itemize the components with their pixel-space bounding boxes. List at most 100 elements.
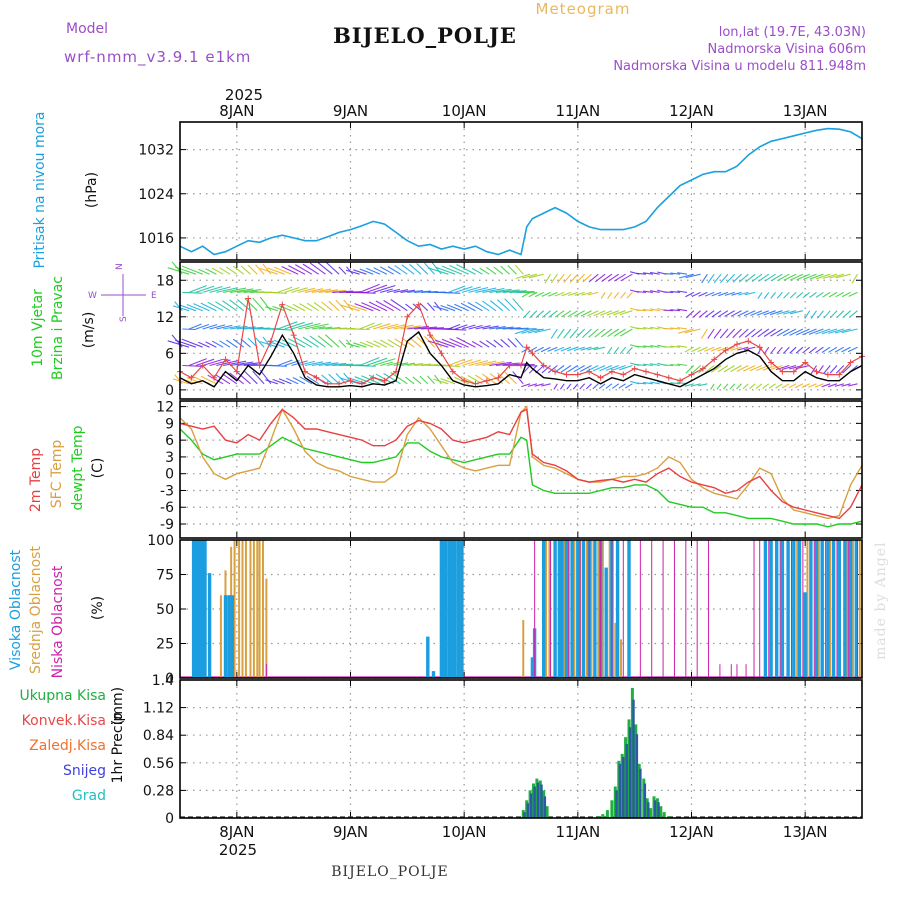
wind-arrow [193, 303, 210, 312]
wind-arrow [426, 302, 436, 312]
cloud-unit: (%) [90, 596, 106, 620]
wind-arrow [215, 301, 231, 312]
wind-arrow [701, 273, 708, 284]
cloud-ylabel-high: Visoka Oblacnost [8, 549, 24, 670]
wind-arrow [286, 377, 299, 385]
wind-arrow [607, 292, 613, 299]
wind-arrow [841, 291, 851, 298]
gust-marker [279, 301, 286, 308]
cloud-high-bar [848, 540, 853, 678]
gust-marker [563, 371, 570, 378]
panel-frame [179, 261, 863, 400]
lonlat-label: lon,lat (19.7E, 43.03N) [719, 25, 866, 40]
wind-arrow [593, 346, 606, 351]
wind-arrow [482, 300, 497, 312]
wind-arrow [726, 273, 736, 283]
wind-arrow [493, 266, 504, 275]
wind-arrow [281, 339, 299, 348]
wind-arrow [643, 381, 653, 385]
panel-frame [179, 539, 863, 679]
temp-ylabel-2m: 2m Temp [28, 448, 44, 512]
ytick-label: 1032 [138, 143, 174, 159]
wind-arrow [789, 273, 804, 281]
wind-arrow [379, 361, 393, 367]
wind-arrow [500, 338, 510, 348]
gust-marker [506, 362, 513, 369]
wind-arrow [730, 365, 742, 373]
wind-arrow [749, 383, 756, 390]
wind-arrow [325, 362, 347, 367]
wind-arrow [433, 305, 449, 312]
wind-arrow [685, 273, 701, 279]
wind-arrow [744, 291, 756, 296]
wind-arrow [619, 346, 627, 355]
cloud-high-bar [447, 540, 452, 678]
wind-arrow [405, 376, 415, 385]
precip-snow-bar [530, 793, 533, 818]
wind-arrow [479, 340, 490, 348]
bottom-day-label: 10JAN [442, 823, 487, 841]
wind-arrow [789, 310, 804, 315]
wind-arrow [359, 268, 374, 275]
wind-arrow [789, 328, 804, 336]
wind-arrow [229, 288, 254, 293]
wind-arrow [456, 337, 476, 348]
wind-arrow [182, 364, 203, 367]
wind-arrow [390, 372, 408, 385]
wind-arrow [368, 301, 388, 312]
precip-snow-bar [536, 782, 540, 818]
wind-arrow [707, 273, 715, 284]
wind-arrow [613, 346, 620, 355]
wind-arrow [407, 363, 424, 367]
wind-arrow [698, 310, 708, 318]
wind-arrow [804, 310, 811, 319]
wind-arrow [757, 328, 770, 338]
precip-snow-bar [543, 796, 547, 818]
wind-arrow [174, 374, 183, 385]
wind-arrow [200, 302, 217, 312]
wind-arrow [416, 263, 429, 275]
wind-arrow [222, 300, 238, 312]
wind-arrow [663, 273, 674, 275]
precip-snow-bar [615, 790, 618, 818]
precip-total-bar [545, 806, 549, 818]
footer-station: BIJELO_POLJE [331, 864, 448, 880]
gust-marker [734, 341, 740, 348]
wind-arrow [270, 291, 287, 294]
altitude-model-label: Nadmorska Visina u modelu 811.948m [613, 59, 866, 74]
wind-arrow [495, 362, 520, 367]
wind-arrow [298, 360, 316, 367]
wind-arrow [612, 364, 626, 371]
wind-arrow [291, 322, 314, 330]
ytick-label: 1.12 [143, 701, 174, 717]
wind-arrow [718, 291, 729, 297]
wind-arrow [670, 327, 681, 330]
wind-arrow [461, 324, 476, 330]
wind-arrow [219, 267, 231, 275]
ytick-label: 6 [165, 433, 174, 449]
gust-marker [518, 362, 524, 369]
gust-marker [472, 380, 479, 387]
wind-arrow [195, 323, 210, 330]
wind-arrow [306, 302, 319, 312]
wind-arrow [560, 346, 572, 352]
wind-arrow [650, 290, 660, 293]
wind-arrow [252, 297, 265, 312]
wind-arrow [446, 304, 463, 312]
cloud-high-bar [843, 540, 847, 678]
wind-arrow [751, 328, 763, 338]
wind-arrow [373, 267, 388, 275]
wind-arrow [167, 267, 190, 275]
wind-arrow [284, 286, 300, 293]
wind-arrow [514, 337, 524, 348]
wind-arrow [663, 346, 674, 348]
cloud-high-bar [826, 540, 830, 678]
wind-arrow [244, 371, 258, 385]
top-day-label: 11JAN [555, 102, 600, 120]
wind-arrow [522, 273, 538, 279]
wind-arrow [770, 328, 783, 337]
cloud-high-bar [763, 540, 768, 678]
gust-marker [802, 359, 809, 366]
wind-arrow [414, 363, 432, 367]
gust-marker [608, 368, 615, 375]
